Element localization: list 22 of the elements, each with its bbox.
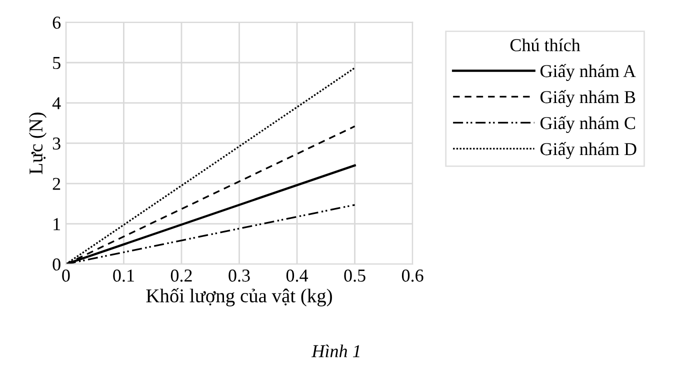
- x-tick-label: 0.4: [286, 270, 308, 282]
- y-tick-label: 0: [52, 258, 60, 271]
- x-tick-label: 0.3: [228, 270, 250, 282]
- y-tick-label: 4: [52, 97, 61, 110]
- legend-label: Giấy nhám A: [540, 64, 636, 81]
- y-axis-title: Lực (N): [28, 112, 47, 174]
- y-tick-label: 2: [52, 178, 60, 190]
- x-axis-title: Khối lượng của vật (kg): [146, 288, 332, 306]
- x-tick-label: 0: [62, 270, 70, 282]
- y-tick-label: 6: [52, 16, 61, 29]
- text: Hình 1: [311, 344, 360, 358]
- y-tick-label: 5: [53, 57, 60, 70]
- legend-title: Chú thích: [510, 38, 580, 52]
- x-tick-label: 0.5: [344, 270, 366, 282]
- x-tick-label: 0.2: [170, 270, 192, 282]
- x-tick-label: 0.6: [402, 270, 424, 282]
- legend-label: Giấy nhám C: [540, 116, 636, 133]
- x-tick-label: 0.1: [113, 270, 134, 282]
- y-tick-label: 3: [52, 138, 60, 150]
- legend-label: Giấy nhám B: [540, 90, 636, 107]
- legend-label: Giấy nhám D: [540, 142, 636, 159]
- y-tick-label: 1: [54, 218, 60, 230]
